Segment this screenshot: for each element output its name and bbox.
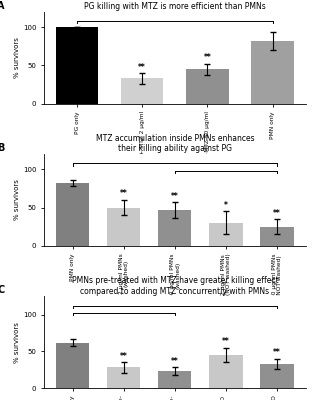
Title: PG killing with MTZ is more efficient than PMNs: PG killing with MTZ is more efficient th…: [84, 2, 266, 11]
Text: *: *: [224, 201, 228, 210]
Bar: [209, 355, 243, 388]
Text: **: **: [203, 54, 211, 62]
Text: **: **: [273, 208, 281, 218]
Y-axis label: % survivors: % survivors: [14, 180, 20, 220]
Y-axis label: % survivors: % survivors: [14, 38, 20, 78]
Bar: [251, 41, 294, 104]
Y-axis label: % survivors: % survivors: [14, 322, 20, 362]
Bar: [158, 371, 192, 388]
Text: C: C: [0, 285, 4, 295]
Title: MTZ accumulation inside PMNs enhances
their killing ability against PG: MTZ accumulation inside PMNs enhances th…: [95, 134, 254, 153]
Text: B: B: [0, 143, 4, 153]
Text: **: **: [138, 63, 146, 72]
Text: **: **: [171, 192, 179, 201]
Bar: [107, 208, 140, 246]
Text: **: **: [273, 348, 281, 357]
Bar: [121, 78, 163, 104]
Bar: [261, 227, 294, 246]
Text: **: **: [120, 352, 128, 361]
Bar: [107, 368, 140, 388]
Bar: [186, 69, 229, 104]
Bar: [209, 223, 243, 246]
Text: **: **: [222, 337, 230, 346]
Bar: [158, 210, 192, 246]
Bar: [261, 364, 294, 388]
Title: PMNs pre-treated with MTZ have greater killing effect
compared to adding MTZ con: PMNs pre-treated with MTZ have greater k…: [72, 276, 278, 296]
Bar: [56, 342, 89, 388]
Bar: [56, 27, 98, 104]
Text: **: **: [171, 357, 179, 366]
Text: **: **: [120, 190, 128, 198]
Text: A: A: [0, 1, 4, 11]
Bar: [56, 183, 89, 246]
